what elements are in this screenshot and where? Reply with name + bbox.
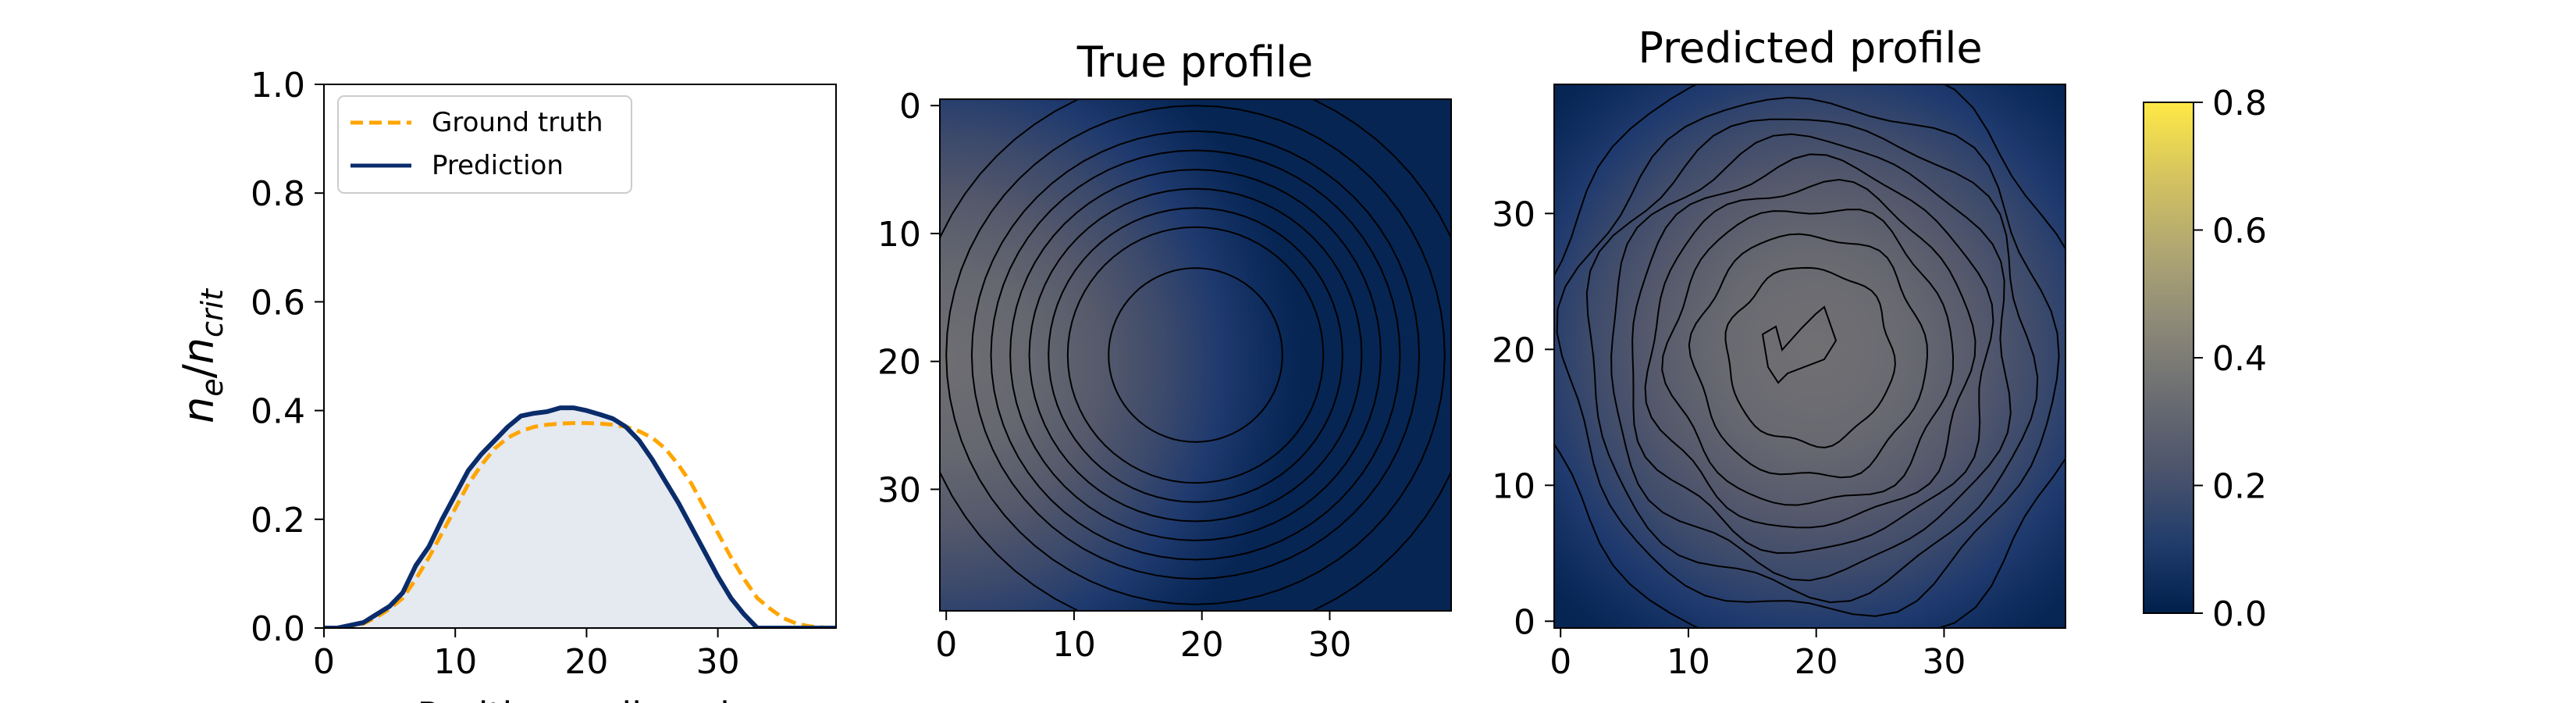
x-tick-label: 30: [1308, 625, 1351, 665]
x-tick-label: 10: [1667, 642, 1710, 682]
true-profile-heatmap: [940, 99, 1451, 611]
y-tick-label: 0: [899, 87, 921, 127]
y-tick-label: 0: [1514, 602, 1535, 642]
contour-line: [1108, 267, 1283, 443]
contour-line: [1556, 96, 2060, 617]
y-tick-label: 1.0: [251, 66, 305, 105]
legend-prediction-label: Prediction: [432, 150, 564, 181]
contour-line: [1661, 209, 1955, 506]
prediction-fill-area: [324, 408, 836, 628]
ground-truth-line: [324, 421, 836, 628]
predicted-profile-panel: Predicted profile 0 10 20 30 0 10 20 30: [1492, 23, 2066, 682]
true-profile-frame: [939, 98, 1452, 612]
line-marks: [324, 405, 836, 628]
predicted-profile-contours: [1554, 84, 2065, 628]
line-y-label: ne/ncrit: [174, 287, 229, 423]
true-profile-y-ticks: 0 10 20 30: [877, 87, 940, 510]
colorbar-ticks: 0.0 0.2 0.4 0.6 0.8: [2194, 84, 2267, 634]
y-tick-label: 0.6: [251, 283, 305, 323]
true-profile-x-ticks: 0 10 20 30: [935, 611, 1351, 665]
contour-line: [940, 99, 1451, 611]
y-tick-label: 0.2: [251, 501, 305, 541]
colorbar-tick-label: 0.8: [2212, 84, 2267, 123]
line-panel: 0 10 20 30 0.0 0.2 0.4 0.6 0.8 1.0 Position, cel…: [174, 66, 837, 703]
legend-box: [337, 95, 632, 194]
prediction-line: [324, 405, 836, 628]
line-legend: Ground truth Prediction: [337, 95, 632, 194]
x-tick-label: 20: [564, 642, 608, 682]
y-tick-label: 0.0: [251, 609, 305, 649]
x-tick-label: 0: [313, 642, 335, 682]
predicted-profile-frame: [1553, 84, 2066, 629]
x-tick-label: 10: [433, 642, 477, 682]
x-tick-label: 10: [1052, 625, 1096, 665]
line-x-ticks: 0 10 20 30: [313, 628, 740, 682]
true-profile-panel: True profile 0 10 20 30 0 10 20 30: [877, 37, 1452, 665]
predicted-profile-x-ticks: 0 10 20 30: [1550, 628, 1966, 682]
y-tick-label: 0.8: [251, 174, 305, 214]
true-profile-contours: [940, 99, 1451, 611]
x-tick-label: 0: [935, 625, 957, 665]
legend-ground-truth-label: Ground truth: [432, 107, 603, 138]
contour-line: [1631, 153, 1994, 555]
true-profile-title: True profile: [1076, 37, 1313, 87]
x-tick-label: 20: [1180, 625, 1224, 665]
contour-line: [1610, 133, 2012, 582]
contour-line: [1028, 187, 1363, 523]
y-tick-label: 10: [877, 215, 921, 255]
colorbar-tick-label: 0.6: [2212, 212, 2267, 252]
line-plot-frame: [323, 84, 837, 629]
contour-line: [1585, 118, 2039, 604]
x-tick-label: 0: [1550, 642, 1571, 682]
colorbar-gradient: [2143, 102, 2194, 614]
y-tick-label: 30: [1492, 194, 1535, 234]
x-tick-label: 20: [1795, 642, 1838, 682]
predicted-peak-contour: [1761, 305, 1838, 384]
colorbar: 0.0 0.2 0.4 0.6 0.8: [2143, 84, 2267, 634]
y-tick-label: 30: [877, 470, 921, 510]
contour-line: [1048, 207, 1343, 503]
contour-line: [1066, 226, 1325, 484]
y-tick-label: 0.4: [251, 392, 305, 432]
x-tick-label: 30: [1922, 642, 1966, 682]
predicted-profile-y-ticks: 0 10 20 30: [1492, 194, 1554, 642]
x-tick-label: 30: [696, 642, 740, 682]
contour-line: [990, 149, 1401, 561]
y-tick-label: 10: [1492, 466, 1535, 506]
contour-line: [970, 130, 1421, 580]
contour-line: [1009, 169, 1382, 541]
y-tick-label: 20: [1492, 330, 1535, 370]
line-x-label: Position, cells, arb: [417, 694, 742, 703]
contour-line: [1644, 178, 1976, 529]
contour-line: [1688, 233, 1929, 479]
predicted-profile-heatmap: [1554, 84, 2065, 628]
contour-line: [945, 105, 1446, 605]
colorbar-tick-label: 0.0: [2212, 594, 2267, 634]
y-tick-label: 20: [877, 343, 921, 383]
colorbar-tick-label: 0.4: [2212, 339, 2267, 379]
predicted-profile-title: Predicted profile: [1638, 23, 1982, 73]
contour-line: [1724, 266, 1896, 449]
colorbar-tick-label: 0.2: [2212, 467, 2267, 507]
contour-line: [1554, 84, 2065, 628]
line-y-ticks: 0.0 0.2 0.4 0.6 0.8 1.0: [251, 66, 324, 649]
